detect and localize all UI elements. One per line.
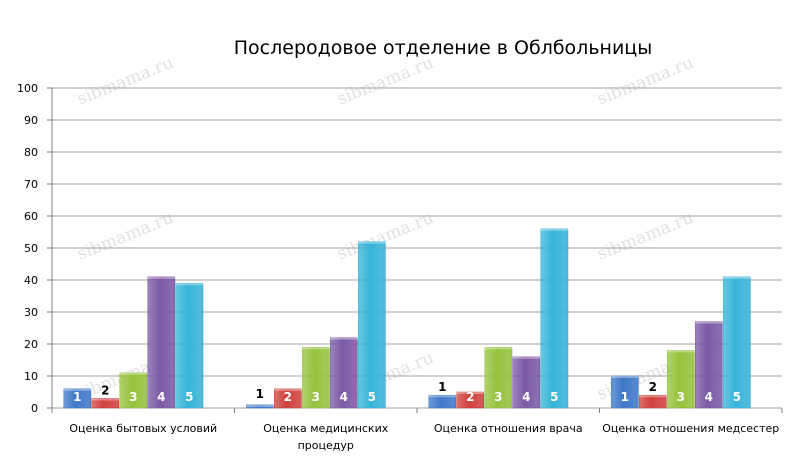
bars: 1 2 3 4 5 1 2 3 4 5 1 2 3 4 5 1 2 3 4 5 — [63, 228, 752, 409]
bar-series-label: 5 — [368, 390, 376, 404]
category-label: процедур — [298, 439, 354, 452]
y-tick-label: 30 — [24, 306, 38, 319]
y-tick-label: 70 — [24, 178, 38, 191]
bar-series-label: 1 — [256, 387, 264, 401]
bar — [484, 346, 512, 409]
bar — [611, 375, 639, 409]
category-label: Оценка отношения медсестер — [602, 422, 779, 435]
watermark-text: sibmama.ru — [74, 53, 176, 110]
y-tick-label: 80 — [24, 146, 38, 159]
bar — [302, 346, 330, 409]
bar — [330, 337, 358, 409]
bar — [695, 321, 723, 409]
bar-highlight — [302, 347, 330, 350]
y-tick-label: 100 — [17, 82, 38, 95]
bar-highlight — [540, 228, 568, 231]
bar-series-label: 3 — [129, 390, 137, 404]
bar-series-label: 4 — [340, 390, 348, 404]
bar — [91, 398, 119, 409]
bar-highlight — [246, 404, 274, 407]
category-label: Оценка медицинских — [263, 422, 388, 435]
y-tick-label: 60 — [24, 210, 38, 223]
bar-highlight — [456, 392, 484, 394]
bar — [723, 276, 751, 409]
category-labels: Оценка бытовых условий Оценка медицинских… — [69, 422, 779, 452]
bar-series-label: 2 — [649, 380, 657, 394]
bar — [246, 404, 274, 409]
bar — [147, 276, 175, 409]
bar — [639, 394, 667, 409]
watermark-text: sibmama.ru — [594, 53, 696, 110]
bar-highlight — [147, 276, 175, 279]
y-tick-label: 10 — [24, 370, 38, 383]
bar-highlight — [119, 372, 147, 375]
bar — [274, 388, 302, 409]
bar-series-label: 5 — [733, 390, 741, 404]
bar-series-label: 1 — [438, 380, 446, 394]
bar-highlight — [512, 356, 540, 359]
bar — [428, 394, 456, 409]
bar-highlight — [274, 388, 302, 391]
bar-highlight — [611, 376, 639, 378]
bar — [456, 391, 484, 409]
bar — [119, 372, 147, 409]
bar-highlight — [91, 398, 119, 401]
y-tick-label: 40 — [24, 274, 38, 287]
axes: 0 10 20 30 40 50 60 70 80 90 100 — [17, 82, 783, 415]
bar-series-label: 2 — [466, 390, 474, 404]
bar-series-label: 1 — [621, 390, 629, 404]
bar-series-label: 3 — [494, 390, 502, 404]
y-tick-label: 0 — [31, 402, 38, 415]
bar-highlight — [428, 395, 456, 398]
bar-highlight — [330, 337, 358, 340]
bar — [512, 356, 540, 409]
bar-series-label: 3 — [677, 390, 685, 404]
bar — [63, 388, 91, 409]
bar-series-label: 4 — [522, 390, 530, 404]
bar-highlight — [484, 347, 512, 350]
bar-series-label: 2 — [101, 383, 109, 397]
watermark-text: sibmama.ru — [334, 53, 436, 110]
bar-series-label: 5 — [550, 390, 558, 404]
chart-title: Послеродовое отделение в Облбольницы — [234, 37, 652, 59]
bar-series-label: 1 — [73, 390, 81, 404]
bar-series-label: 3 — [312, 390, 320, 404]
bar — [358, 241, 386, 409]
bar — [540, 228, 568, 409]
y-tick-label: 50 — [24, 242, 38, 255]
y-tick-label: 90 — [24, 114, 38, 127]
category-label: Оценка отношения врача — [434, 422, 583, 435]
bar-series-label: 4 — [705, 390, 713, 404]
bar — [175, 282, 203, 409]
bar-highlight — [667, 350, 695, 353]
bar-highlight — [639, 395, 667, 398]
bar — [667, 350, 695, 409]
bar-highlight — [175, 283, 203, 286]
bar-highlight — [695, 321, 723, 324]
y-tick-label: 20 — [24, 338, 38, 351]
category-label: Оценка бытовых условий — [69, 422, 217, 435]
bar-series-label: 5 — [185, 390, 193, 404]
bar-highlight — [358, 241, 386, 244]
bar-series-label: 2 — [284, 390, 292, 404]
bar-series-label: 4 — [157, 390, 165, 404]
bar-highlight — [63, 388, 91, 391]
bar-highlight — [723, 276, 751, 279]
